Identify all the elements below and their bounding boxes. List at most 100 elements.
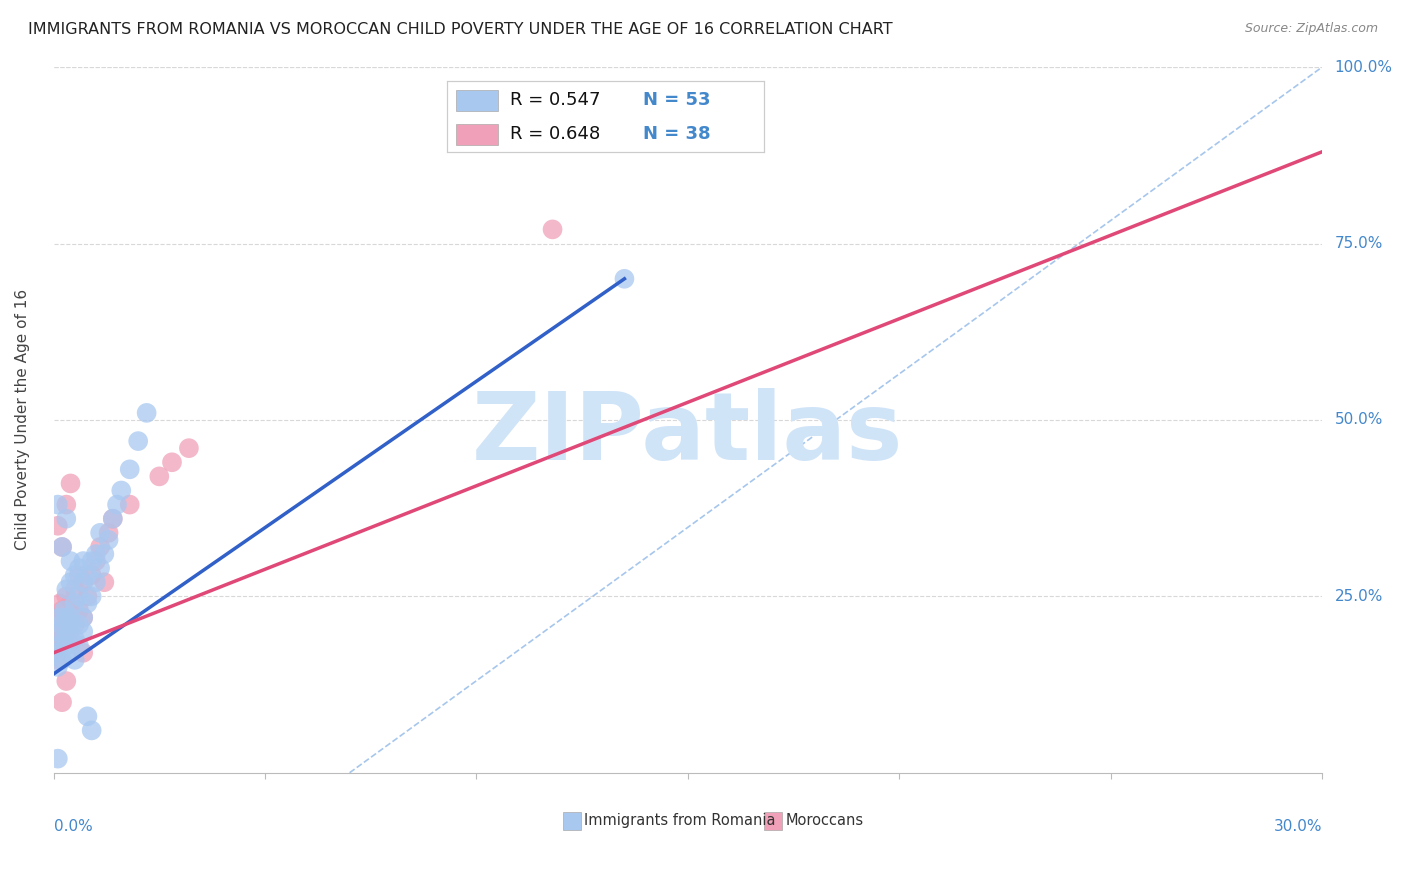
Point xyxy=(72,646,94,660)
Point xyxy=(160,455,183,469)
Point xyxy=(46,518,69,533)
Point xyxy=(67,568,90,582)
Point xyxy=(59,596,82,610)
Text: IMMIGRANTS FROM ROMANIA VS MOROCCAN CHILD POVERTY UNDER THE AGE OF 16 CORRELATIO: IMMIGRANTS FROM ROMANIA VS MOROCCAN CHIL… xyxy=(28,22,893,37)
Point xyxy=(63,653,86,667)
Point xyxy=(46,498,69,512)
Point xyxy=(110,483,132,498)
Point xyxy=(49,639,72,653)
Point xyxy=(53,617,76,632)
Point xyxy=(55,673,77,688)
Point xyxy=(55,512,77,526)
Point xyxy=(51,617,73,632)
Point xyxy=(76,709,98,723)
Point xyxy=(46,751,69,765)
Point xyxy=(148,469,170,483)
Point xyxy=(76,596,98,610)
Point xyxy=(67,590,90,604)
Point xyxy=(55,582,77,597)
Point xyxy=(46,653,69,667)
Point xyxy=(63,568,86,582)
Point xyxy=(89,525,111,540)
Point xyxy=(53,603,76,617)
Point xyxy=(101,512,124,526)
Point xyxy=(45,639,67,653)
Point xyxy=(84,547,107,561)
Point xyxy=(118,498,141,512)
Point xyxy=(49,624,72,639)
Text: 0.0%: 0.0% xyxy=(53,819,93,834)
Point xyxy=(72,575,94,590)
Point xyxy=(67,617,90,632)
Point xyxy=(80,723,103,738)
Point xyxy=(55,639,77,653)
Point xyxy=(67,639,90,653)
Point xyxy=(58,624,80,639)
Point xyxy=(58,610,80,624)
Point xyxy=(541,222,564,236)
Point xyxy=(63,596,86,610)
Point xyxy=(80,568,103,582)
Text: 25.0%: 25.0% xyxy=(1334,589,1384,604)
Point xyxy=(55,498,77,512)
Text: 100.0%: 100.0% xyxy=(1334,60,1393,75)
Point xyxy=(63,632,86,646)
Point xyxy=(55,624,77,639)
Point xyxy=(93,575,115,590)
Point xyxy=(72,554,94,568)
Point xyxy=(76,590,98,604)
Text: 30.0%: 30.0% xyxy=(1274,819,1322,834)
Point xyxy=(80,590,103,604)
Text: 75.0%: 75.0% xyxy=(1334,236,1384,251)
Point xyxy=(177,441,200,455)
Point xyxy=(55,590,77,604)
Point xyxy=(84,575,107,590)
Point xyxy=(97,525,120,540)
Point xyxy=(72,624,94,639)
Point xyxy=(80,554,103,568)
Point xyxy=(72,610,94,624)
Text: ZIPatlas: ZIPatlas xyxy=(472,388,904,480)
Y-axis label: Child Poverty Under the Age of 16: Child Poverty Under the Age of 16 xyxy=(15,289,30,550)
Point xyxy=(105,498,128,512)
Point xyxy=(51,540,73,554)
Point xyxy=(97,533,120,547)
Point xyxy=(51,632,73,646)
Point xyxy=(59,575,82,590)
Point xyxy=(59,554,82,568)
Point xyxy=(45,646,67,660)
Point xyxy=(59,610,82,624)
Text: 50.0%: 50.0% xyxy=(1334,412,1384,427)
Point xyxy=(613,272,636,286)
Point xyxy=(46,660,69,674)
Point xyxy=(118,462,141,476)
Point xyxy=(93,547,115,561)
Point xyxy=(49,596,72,610)
Point xyxy=(63,617,86,632)
Point xyxy=(46,610,69,624)
Point xyxy=(89,540,111,554)
Point xyxy=(51,603,73,617)
Point xyxy=(55,610,77,624)
Text: Source: ZipAtlas.com: Source: ZipAtlas.com xyxy=(1244,22,1378,36)
Point xyxy=(76,568,98,582)
Point xyxy=(51,695,73,709)
Point xyxy=(53,632,76,646)
Point xyxy=(49,610,72,624)
Point xyxy=(101,512,124,526)
Text: Immigrants from Romania: Immigrants from Romania xyxy=(585,814,776,828)
Point xyxy=(63,582,86,597)
Point xyxy=(72,575,94,590)
Point xyxy=(46,624,69,639)
Point xyxy=(59,646,82,660)
Point xyxy=(59,632,82,646)
Point xyxy=(51,540,73,554)
Point xyxy=(135,406,157,420)
Point xyxy=(127,434,149,449)
Point xyxy=(84,554,107,568)
Point xyxy=(89,561,111,575)
Point xyxy=(62,617,84,632)
Point xyxy=(59,476,82,491)
Text: Moroccans: Moroccans xyxy=(786,814,865,828)
Point xyxy=(51,653,73,667)
